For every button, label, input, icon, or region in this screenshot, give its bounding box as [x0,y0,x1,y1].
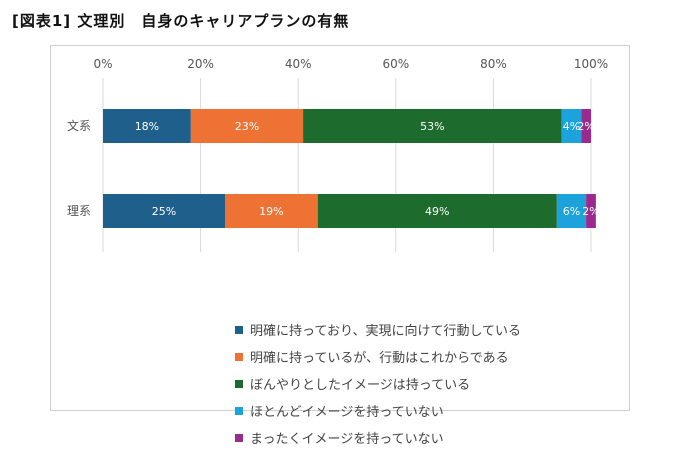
x-tick-label: 60% [382,57,409,71]
x-tick-label: 100% [574,57,608,71]
legend-label: 明確に持っているが、行動はこれからである [250,351,509,366]
data-label: 6% [563,205,580,218]
bar-segment [586,194,596,228]
data-label: 25% [152,205,176,218]
category-label: 理系 [67,204,91,218]
data-label: 53% [420,120,444,133]
legend-item: 明確に持っているが、行動はこれからである [235,343,521,370]
legend-item: 明確に持っており、実現に向けて行動している [235,316,521,343]
legend-swatch [235,433,243,442]
legend-item: ほとんどイメージを持っていない [235,397,521,424]
category-label: 文系 [67,118,91,133]
legend-label: ぼんやりとしたイメージは持っている [250,378,471,393]
legend-swatch [235,406,243,415]
legend-swatch [235,325,243,334]
x-tick-label: 20% [187,57,214,71]
data-label: 49% [425,205,449,218]
legend-swatch [235,379,243,388]
x-tick-label: 0% [93,57,112,71]
chart-area: 0% 20% 40% 60% 80% 100% 文系 理系 18% 23% 53% 4% 2% 25% 19… [50,45,630,447]
legend-label: まったくイメージを持っていない [250,432,444,447]
data-label: 2% [577,120,594,133]
legend-item: まったくイメージを持っていない [235,424,521,451]
bar-segment [103,194,225,228]
data-label: 23% [235,120,259,133]
data-label: 2% [582,205,599,218]
data-label: 19% [259,205,283,218]
figure-title: [図表1] 文理別 自身のキャリアプランの有無 [12,12,350,30]
bar-segment [556,194,587,228]
bar-segment [225,194,318,228]
legend-item: ぼんやりとしたイメージは持っている [235,370,521,397]
x-tick-label: 40% [285,57,312,71]
x-tick-label: 80% [480,57,507,71]
bar-segment [581,109,591,143]
bar-segment [317,194,557,228]
chart-legend: 明確に持っており、実現に向けて行動している 明確に持っているが、行動はこれからであ… [235,316,521,451]
data-label: 4% [563,120,580,133]
legend-label: ほとんどイメージを持っていない [250,405,444,420]
legend-swatch [235,352,243,361]
bar-segment [561,109,582,143]
bar-segment [190,109,304,143]
bar-segment [303,109,562,143]
legend-label: 明確に持っており、実現に向けて行動している [250,324,522,339]
bar-segment [103,109,191,143]
data-label: 18% [135,120,159,133]
